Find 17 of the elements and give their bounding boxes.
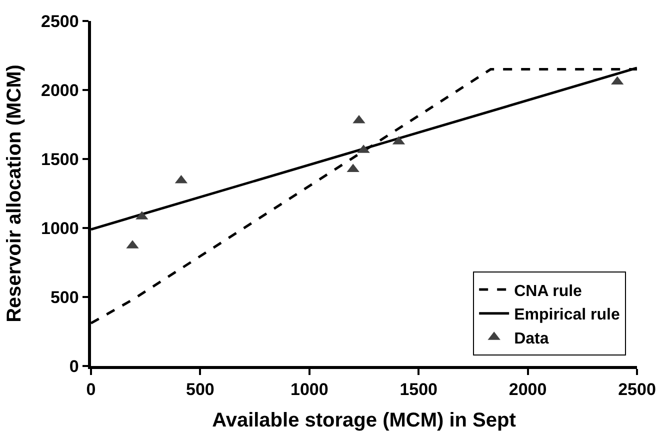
legend-label: Data bbox=[514, 330, 549, 348]
x-axis-title: Available storage (MCM) in Sept bbox=[212, 410, 516, 432]
y-tick-label: 1500 bbox=[41, 150, 79, 169]
x-tick-label: 0 bbox=[86, 380, 96, 400]
x-tick-label: 1500 bbox=[400, 380, 438, 400]
y-tick-label: 0 bbox=[69, 356, 79, 376]
y-axis-title: Reservoir allocation (MCM) bbox=[4, 64, 26, 322]
x-tick-label: 1000 bbox=[290, 380, 328, 400]
legend-label: CNA rule bbox=[514, 282, 582, 300]
legend-label: Empirical rule bbox=[514, 306, 620, 324]
x-tick-label: 2000 bbox=[508, 380, 547, 400]
x-tick-label: 500 bbox=[186, 380, 214, 400]
y-tick-label: 2000 bbox=[41, 80, 79, 100]
y-tick-label: 1000 bbox=[41, 218, 79, 238]
x-tick-label: 2500 bbox=[618, 380, 656, 400]
y-tick-label: 500 bbox=[50, 288, 79, 307]
y-tick-label: 2500 bbox=[41, 12, 79, 31]
